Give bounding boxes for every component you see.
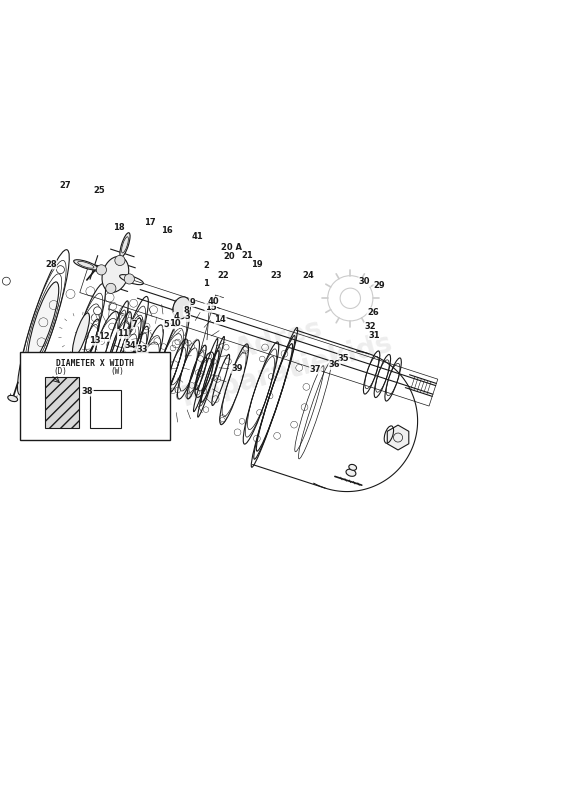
Circle shape: [115, 255, 125, 266]
Ellipse shape: [102, 257, 129, 292]
Circle shape: [94, 307, 102, 314]
Circle shape: [76, 359, 84, 367]
Ellipse shape: [92, 265, 102, 271]
Text: 8: 8: [184, 306, 189, 315]
Text: 3: 3: [185, 313, 190, 322]
Ellipse shape: [8, 395, 18, 402]
Text: 22: 22: [218, 271, 229, 280]
Text: (W): (W): [110, 366, 124, 376]
Text: 9: 9: [189, 298, 195, 306]
Text: 15: 15: [205, 303, 216, 313]
Ellipse shape: [72, 313, 89, 356]
Text: (D): (D): [53, 366, 67, 376]
Text: 12: 12: [98, 332, 110, 342]
Text: 14: 14: [215, 315, 226, 324]
Bar: [45, 378, 79, 428]
Text: 17: 17: [144, 218, 155, 226]
Text: 27: 27: [59, 181, 71, 190]
Circle shape: [56, 266, 64, 274]
Circle shape: [2, 278, 10, 285]
Text: DIAMETER X WIDTH: DIAMETER X WIDTH: [55, 358, 134, 368]
Ellipse shape: [120, 233, 130, 257]
Text: 30: 30: [359, 278, 370, 286]
Circle shape: [124, 274, 134, 284]
Text: 29: 29: [374, 282, 385, 290]
Text: 28: 28: [45, 260, 57, 269]
Bar: [90, 390, 121, 428]
Circle shape: [106, 283, 116, 294]
Text: 2: 2: [203, 261, 209, 270]
Text: 32: 32: [364, 322, 376, 331]
Ellipse shape: [73, 260, 98, 270]
Text: 20: 20: [224, 252, 235, 261]
Text: 26: 26: [367, 308, 379, 317]
Text: 24: 24: [302, 271, 314, 280]
Text: 31: 31: [368, 330, 380, 339]
Text: 35: 35: [338, 354, 349, 362]
Text: 18: 18: [113, 223, 124, 232]
Text: 13: 13: [89, 336, 101, 345]
Text: 19: 19: [251, 260, 263, 269]
Text: 21: 21: [242, 251, 253, 260]
Text: 10: 10: [170, 318, 181, 328]
Bar: [20, 352, 170, 439]
Ellipse shape: [346, 469, 356, 476]
Ellipse shape: [349, 465, 357, 470]
Text: 5·6: 5·6: [163, 320, 178, 329]
Text: 7: 7: [132, 320, 137, 329]
Text: 16: 16: [161, 226, 172, 235]
Text: 40: 40: [208, 297, 219, 306]
Text: 4: 4: [173, 313, 179, 322]
Text: 41: 41: [192, 232, 203, 241]
Ellipse shape: [28, 282, 59, 362]
Text: 11: 11: [118, 330, 129, 338]
Text: 33: 33: [137, 345, 148, 354]
Text: Adres
Reparatiekids: Adres Reparatiekids: [170, 298, 396, 412]
Text: 34: 34: [124, 342, 136, 350]
Circle shape: [22, 371, 30, 379]
Text: 1: 1: [203, 279, 209, 288]
Ellipse shape: [173, 297, 190, 319]
Ellipse shape: [76, 356, 85, 378]
Text: 37: 37: [310, 365, 321, 374]
Text: 23: 23: [270, 271, 281, 280]
Circle shape: [96, 265, 106, 275]
Ellipse shape: [84, 356, 94, 383]
Text: 25: 25: [93, 186, 105, 195]
Polygon shape: [387, 425, 409, 450]
Text: 39: 39: [232, 365, 243, 374]
Text: 36: 36: [329, 361, 340, 370]
Text: 38: 38: [82, 387, 93, 396]
Text: 20 A: 20 A: [221, 243, 242, 252]
